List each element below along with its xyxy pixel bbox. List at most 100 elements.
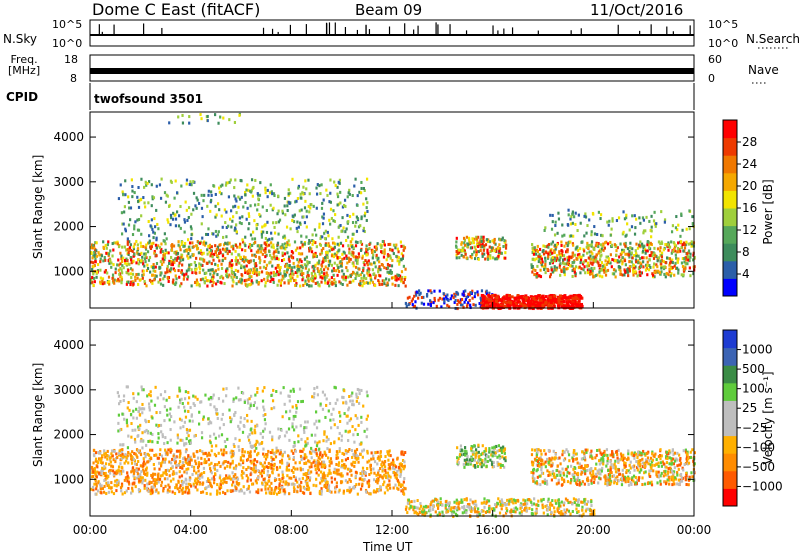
echo-cell xyxy=(177,240,180,244)
echo-cell xyxy=(361,484,364,488)
echo-cell xyxy=(664,261,667,265)
echo-cell xyxy=(225,247,229,251)
echo-cell xyxy=(154,243,158,247)
echo-cell xyxy=(365,490,368,494)
echo-cell xyxy=(341,205,345,209)
echo-cell xyxy=(379,268,382,272)
echo-cell xyxy=(517,298,521,302)
echo-cell xyxy=(175,277,178,281)
echo-cell xyxy=(539,298,543,302)
echo-cell xyxy=(207,244,210,248)
echo-cell xyxy=(466,244,469,248)
echo-cell xyxy=(214,204,217,208)
echo-cell xyxy=(324,479,327,483)
echo-cell xyxy=(396,259,399,263)
echo-cell xyxy=(260,488,263,492)
echo-cell xyxy=(353,184,356,188)
echo-cell xyxy=(277,473,280,477)
echo-cell xyxy=(265,271,268,275)
echo-cell xyxy=(183,241,187,245)
echo-cell xyxy=(172,470,175,474)
echo-cell xyxy=(671,224,675,228)
echo-cell xyxy=(139,473,142,477)
echo-cell xyxy=(615,219,619,223)
echo-cell xyxy=(161,257,164,261)
echo-cell xyxy=(465,256,468,260)
echo-cell xyxy=(305,225,308,229)
echo-cell xyxy=(257,476,260,480)
echo-cell xyxy=(178,214,181,218)
echo-cell xyxy=(485,289,488,293)
echo-cell xyxy=(247,277,250,281)
echo-cell xyxy=(264,457,268,461)
echo-cell xyxy=(294,283,297,287)
echo-cell xyxy=(567,298,571,302)
echo-cell xyxy=(184,450,188,454)
echo-cell xyxy=(216,264,220,268)
echo-cell xyxy=(300,234,303,238)
echo-cell xyxy=(354,451,357,455)
echo-cell xyxy=(248,466,251,470)
echo-cell xyxy=(100,491,103,495)
echo-cell xyxy=(139,259,143,263)
echo-cell xyxy=(531,270,534,274)
echo-cell xyxy=(380,246,383,250)
freq-label-line2: [MHz] xyxy=(8,64,41,77)
echo-cell xyxy=(163,258,166,262)
echo-cell xyxy=(239,245,242,249)
echo-cell xyxy=(184,460,187,464)
echo-cell xyxy=(160,247,163,251)
echo-cell xyxy=(153,231,157,235)
echo-cell xyxy=(210,449,213,453)
echo-cell xyxy=(98,457,101,461)
echo-cell xyxy=(250,178,254,182)
echo-cell xyxy=(157,475,160,479)
echo-cell xyxy=(234,259,238,263)
echo-cell xyxy=(627,274,630,278)
echo-cell xyxy=(677,268,680,272)
echo-cell xyxy=(115,452,118,456)
echo-cell xyxy=(326,243,329,247)
echo-cell xyxy=(326,230,329,234)
echo-cell xyxy=(560,249,563,253)
echo-cell xyxy=(425,292,429,296)
echo-cell xyxy=(397,483,401,487)
echo-cell xyxy=(494,257,497,261)
echo-cell xyxy=(562,261,565,265)
echo-cell xyxy=(346,213,349,217)
echo-cell xyxy=(557,211,560,215)
echo-cell xyxy=(676,258,679,262)
echo-cell xyxy=(346,256,349,260)
echo-cell xyxy=(373,250,377,254)
echo-cell xyxy=(559,273,562,277)
echo-cell xyxy=(297,264,300,268)
echo-cell xyxy=(281,486,284,490)
echo-cell xyxy=(161,460,164,464)
echo-cell xyxy=(621,248,624,252)
echo-cell xyxy=(425,294,429,298)
echo-cell xyxy=(173,251,176,255)
echo-cell xyxy=(166,490,169,494)
echo-cell xyxy=(178,256,181,260)
echo-cell xyxy=(513,296,517,300)
echo-cell xyxy=(256,460,259,464)
echo-cell xyxy=(631,214,634,218)
echo-cell xyxy=(230,477,234,481)
echo-cell xyxy=(678,248,681,252)
echo-cell xyxy=(337,180,340,184)
echo-cell xyxy=(689,255,692,259)
echo-cell xyxy=(559,254,563,258)
echo-cell xyxy=(205,279,209,283)
echo-cell xyxy=(345,227,348,231)
echo-cell xyxy=(120,268,123,272)
echo-cell xyxy=(673,273,676,277)
echo-cell xyxy=(179,248,182,252)
echo-cell xyxy=(255,264,258,268)
echo-cell xyxy=(104,243,107,247)
echo-cell xyxy=(648,219,651,223)
echo-cell xyxy=(614,244,618,248)
echo-cell xyxy=(356,261,359,265)
echo-cell xyxy=(378,280,381,284)
echo-cell xyxy=(557,296,561,300)
echo-cell xyxy=(331,237,334,241)
